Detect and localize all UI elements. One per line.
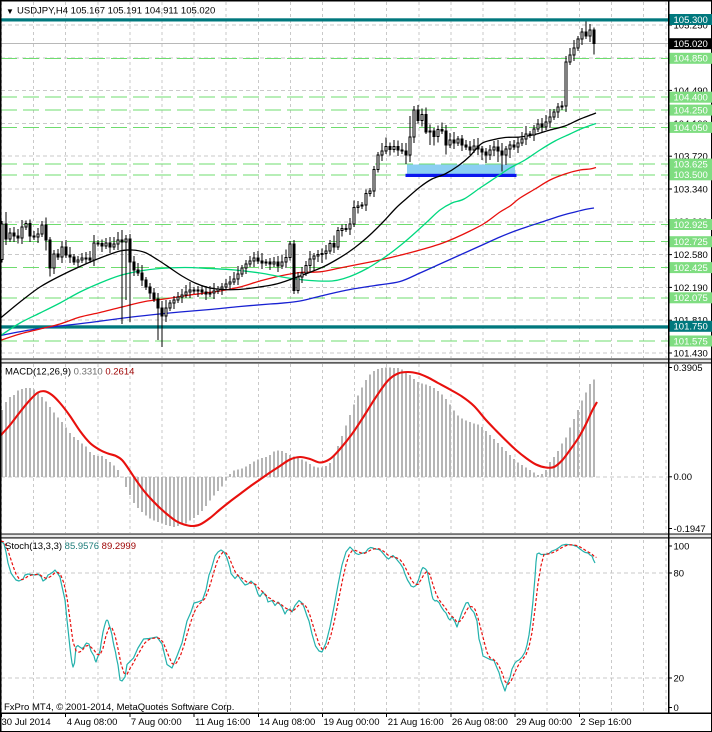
svg-text:0.00: 0.00 bbox=[674, 472, 693, 483]
svg-text:2 Sep 16:00: 2 Sep 16:00 bbox=[580, 717, 631, 728]
svg-text:11 Aug 16:00: 11 Aug 16:00 bbox=[195, 717, 250, 728]
svg-text:30 Jul 2014: 30 Jul 2014 bbox=[2, 717, 51, 728]
svg-text:105.020: 105.020 bbox=[674, 39, 708, 50]
svg-text:104.400: 104.400 bbox=[674, 93, 708, 104]
svg-text:104.490: 104.490 bbox=[674, 86, 708, 97]
svg-text:29 Aug 00:00: 29 Aug 00:00 bbox=[516, 717, 572, 728]
svg-text:102.190: 102.190 bbox=[674, 283, 708, 294]
svg-text:0: 0 bbox=[674, 703, 679, 714]
svg-text:▼: ▼ bbox=[6, 7, 14, 16]
svg-text:104.850: 104.850 bbox=[674, 54, 708, 65]
svg-text:80: 80 bbox=[674, 568, 685, 579]
svg-text:103.720: 103.720 bbox=[674, 152, 708, 163]
svg-text:104.050: 104.050 bbox=[674, 123, 708, 134]
svg-text:101.750: 101.750 bbox=[674, 322, 708, 333]
svg-text:7 Aug 00:00: 7 Aug 00:00 bbox=[131, 717, 182, 728]
svg-text:100: 100 bbox=[674, 541, 690, 552]
svg-text:102.075: 102.075 bbox=[674, 293, 708, 304]
svg-text:FxPro MT4, © 2001-2014, MetaQu: FxPro MT4, © 2001-2014, MetaQuotes Softw… bbox=[4, 702, 234, 713]
svg-text:102.725: 102.725 bbox=[674, 237, 708, 248]
svg-text:20: 20 bbox=[674, 673, 685, 684]
svg-text:14 Aug 08:00: 14 Aug 08:00 bbox=[259, 717, 315, 728]
svg-text:102.425: 102.425 bbox=[674, 263, 708, 274]
svg-text:105.250: 105.250 bbox=[674, 20, 708, 31]
svg-text:-0.1947: -0.1947 bbox=[674, 524, 706, 535]
svg-text:104.250: 104.250 bbox=[674, 106, 708, 117]
svg-text:102.580: 102.580 bbox=[674, 250, 708, 261]
svg-text:19 Aug 00:00: 19 Aug 00:00 bbox=[324, 717, 380, 728]
svg-text:MACD(12,26,9) 0.3310 0.2614: MACD(12,26,9) 0.3310 0.2614 bbox=[5, 367, 134, 378]
svg-text:101.430: 101.430 bbox=[674, 348, 708, 359]
svg-text:0.3905: 0.3905 bbox=[674, 363, 703, 374]
svg-text:USDJPY,H4 105.167 105.191 104: USDJPY,H4 105.167 105.191 104.911 105.02… bbox=[17, 6, 215, 17]
svg-text:26 Aug 08:00: 26 Aug 08:00 bbox=[452, 717, 508, 728]
svg-text:Stoch(13,3,3) 85.9576 89.2999: Stoch(13,3,3) 85.9576 89.2999 bbox=[5, 541, 136, 552]
svg-text:103.340: 103.340 bbox=[674, 184, 708, 195]
svg-text:102.925: 102.925 bbox=[674, 220, 708, 231]
svg-text:103.500: 103.500 bbox=[674, 170, 708, 181]
svg-text:103.625: 103.625 bbox=[674, 160, 708, 171]
svg-text:4 Aug 08:00: 4 Aug 08:00 bbox=[67, 717, 118, 728]
svg-text:101.575: 101.575 bbox=[674, 336, 708, 347]
svg-text:105.300: 105.300 bbox=[674, 15, 708, 26]
svg-text:21 Aug 16:00: 21 Aug 16:00 bbox=[388, 717, 444, 728]
